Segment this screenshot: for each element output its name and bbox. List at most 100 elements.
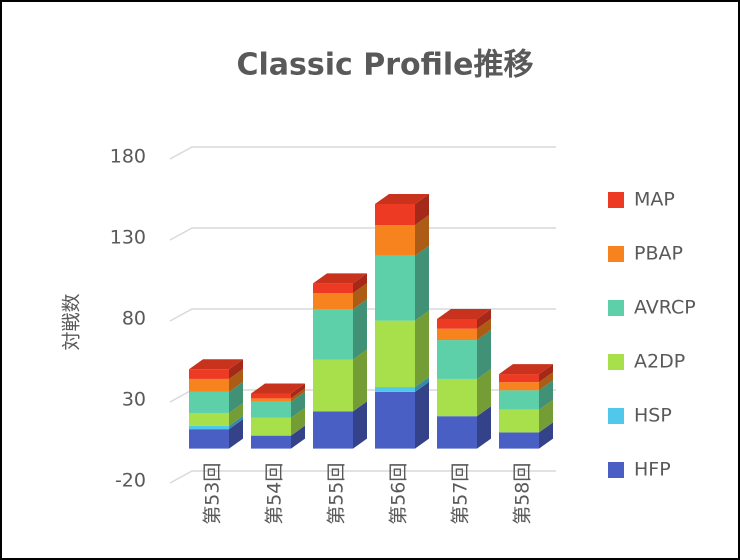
x-tick-label: 第53回 [202,463,224,525]
bar-segment [251,391,305,418]
bar-front [499,390,539,410]
bar-segment [437,368,491,417]
bar-side [477,368,491,417]
bar-side [353,283,367,310]
bar-front [189,391,229,413]
bar-side [229,415,243,430]
bar-side [539,422,553,449]
bar-segment [437,318,491,341]
bar-front [499,374,539,383]
bar-front [313,359,353,412]
bar-front [189,369,229,379]
bar-top [499,364,553,375]
grid-line [169,308,556,322]
bar-top [189,359,243,370]
bar-side [539,372,553,391]
bar-side [353,273,367,294]
bar-front [189,412,229,426]
bar-front [375,391,415,449]
bar-side [353,349,367,412]
bar-side [415,245,429,321]
bar-front [189,429,229,449]
bar-segment [251,388,305,402]
bar-segment [375,245,429,321]
bar-segment [313,283,367,310]
legend-label: HSP [634,405,672,427]
y-axis-label: 対戦数 [61,293,83,350]
bar-top [313,273,367,284]
bar-segment [251,425,305,449]
bar-side [477,318,491,341]
bar-segment [437,330,491,379]
bar-front [437,416,477,449]
bar-top [375,193,429,204]
grid-line [169,227,556,241]
bar-front [375,255,415,321]
x-tick-label: 第54回 [264,463,286,525]
bar-segment [189,381,243,413]
legend-label: HFP [634,459,671,481]
bar-segment [499,380,553,410]
x-tick-label: 第56回 [388,463,410,525]
bar-side [539,380,553,410]
bar-front [251,398,291,402]
bar-side [477,309,491,329]
grid-line [169,146,556,160]
bar-front [437,328,477,341]
bar-front [313,283,353,294]
legend-swatch [608,246,624,262]
bar-front [251,435,291,449]
legend-swatch [608,300,624,316]
bar-segment [375,381,429,449]
x-tick-label: 第58回 [512,463,534,525]
bar-segment [313,299,367,360]
bar-segment [251,407,305,436]
bar-segment [499,364,553,383]
bar-segment [189,368,243,392]
bar-segment [437,406,491,449]
y-tick-label: 80 [122,308,146,330]
bar-side [229,402,243,426]
bar-segment [189,419,243,449]
bar-side [229,381,243,413]
bar-front [313,411,353,449]
y-tick-label: 30 [122,389,146,411]
bar-side [415,381,429,449]
bar-front [375,225,415,256]
bar-front [437,378,477,417]
y-tick-label: 130 [110,227,146,249]
bar-side [353,401,367,449]
bar-segment [251,383,305,399]
y-tick-label: 180 [110,146,146,168]
bar-front [499,432,539,449]
bar-top [251,383,305,394]
x-tick-label: 第57回 [450,463,472,525]
chart-title: Classic Profile推移 [236,48,533,83]
bar-segment [437,309,491,329]
bar-segment [375,377,429,392]
bar-front [375,203,415,226]
bar-segment [375,215,429,256]
bar-front [375,387,415,392]
bar-front [251,393,291,399]
bar-segment [499,399,553,433]
legend-label: PBAP [634,243,683,265]
bar-front [375,320,415,388]
bar-segment [313,349,367,412]
bar-top [437,309,491,319]
legend-swatch [608,192,624,208]
bar-side [539,399,553,433]
grid-line [169,470,556,484]
bar-segment [375,193,429,226]
bar-side [229,359,243,379]
legend-swatch [608,408,624,424]
bar-front [189,378,229,392]
bar-front [189,425,229,430]
bar-front [251,401,291,418]
bar-side [229,419,243,449]
legend-swatch [608,354,624,370]
legend-label: A2DP [634,351,685,373]
bar-side [477,406,491,449]
bar-side [415,215,429,256]
